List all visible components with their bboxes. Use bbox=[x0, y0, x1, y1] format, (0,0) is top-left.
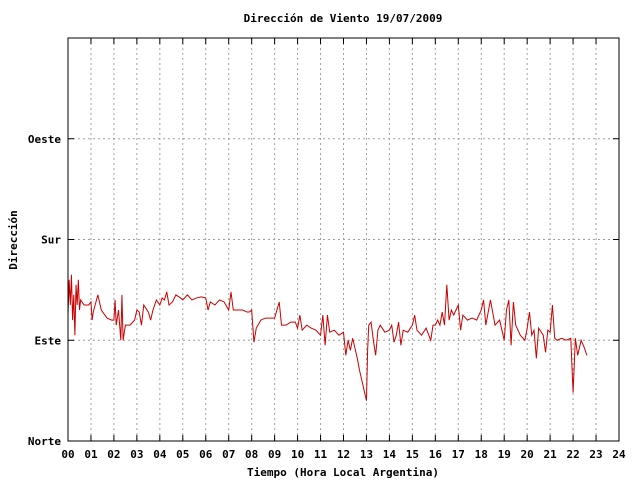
x-tick-label: 24 bbox=[612, 448, 626, 461]
x-tick-label: 01 bbox=[84, 448, 98, 461]
y-tick-labels: Norte Este Sur Oeste bbox=[28, 133, 61, 448]
grid bbox=[68, 38, 619, 441]
series-line bbox=[67, 274, 588, 401]
y-tick-label: Norte bbox=[28, 435, 61, 448]
x-tick-label: 05 bbox=[176, 448, 189, 461]
x-tick-label: 09 bbox=[268, 448, 281, 461]
x-tick-label: 03 bbox=[130, 448, 143, 461]
x-tick-label: 15 bbox=[406, 448, 419, 461]
x-tick-label: 17 bbox=[452, 448, 465, 461]
chart-title: Dirección de Viento 19/07/2009 bbox=[244, 12, 443, 25]
x-tick-label: 14 bbox=[383, 448, 397, 461]
x-tick-label: 10 bbox=[291, 448, 304, 461]
x-axis-label: Tiempo (Hora Local Argentina) bbox=[247, 466, 439, 479]
y-axis-label: Dirección bbox=[7, 210, 20, 270]
x-tick-label: 18 bbox=[475, 448, 488, 461]
x-tick-labels: 00 01 02 03 04 05 06 07 08 09 10 11 12 13 14 15 16 17 18 19… bbox=[61, 448, 626, 461]
ticks bbox=[67, 38, 620, 442]
series-layer bbox=[67, 274, 588, 401]
y-tick-label: Este bbox=[35, 334, 62, 347]
x-tick-label: 20 bbox=[521, 448, 534, 461]
x-tick-label: 23 bbox=[589, 448, 602, 461]
x-tick-label: 16 bbox=[429, 448, 443, 461]
y-tick-label: Sur bbox=[41, 234, 61, 247]
x-tick-label: 12 bbox=[337, 448, 350, 461]
x-tick-label: 02 bbox=[107, 448, 120, 461]
x-tick-label: 13 bbox=[360, 448, 373, 461]
x-tick-label: 19 bbox=[498, 448, 511, 461]
x-tick-label: 07 bbox=[222, 448, 235, 461]
x-tick-label: 21 bbox=[544, 448, 558, 461]
x-tick-label: 06 bbox=[199, 448, 213, 461]
x-tick-label: 00 bbox=[61, 448, 74, 461]
x-tick-label: 04 bbox=[153, 448, 167, 461]
y-tick-label: Oeste bbox=[28, 133, 61, 146]
x-tick-label: 11 bbox=[314, 448, 328, 461]
x-tick-label: 08 bbox=[245, 448, 258, 461]
x-tick-label: 22 bbox=[566, 448, 579, 461]
